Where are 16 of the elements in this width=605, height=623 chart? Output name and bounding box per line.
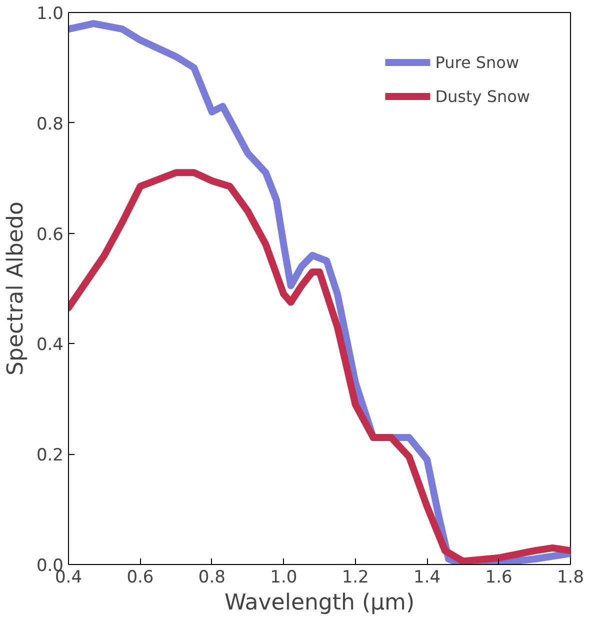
x-tick-label: 1.0 — [270, 568, 298, 588]
legend-label: Dusty Snow — [435, 86, 530, 106]
legend-label: Pure Snow — [435, 52, 520, 72]
y-axis-title: Spectral Albedo — [3, 202, 28, 376]
x-tick-label: 0.6 — [126, 568, 154, 588]
x-tick-label: 1.8 — [556, 568, 584, 588]
x-tick-label: 0.8 — [198, 568, 226, 588]
x-tick-label: 1.6 — [485, 568, 512, 588]
y-tick-label: 0.2 — [36, 446, 64, 466]
y-tick-label: 0.6 — [36, 224, 64, 245]
y-tick-label: 0.8 — [36, 114, 64, 134]
x-tick-label: 1.2 — [342, 568, 369, 588]
y-tick-label: 0.4 — [36, 335, 64, 356]
x-tick-label: 1.4 — [414, 568, 441, 588]
y-tick-label: 1.0 — [36, 4, 64, 24]
x-axis-title: Wavelength (μm) — [224, 590, 415, 616]
